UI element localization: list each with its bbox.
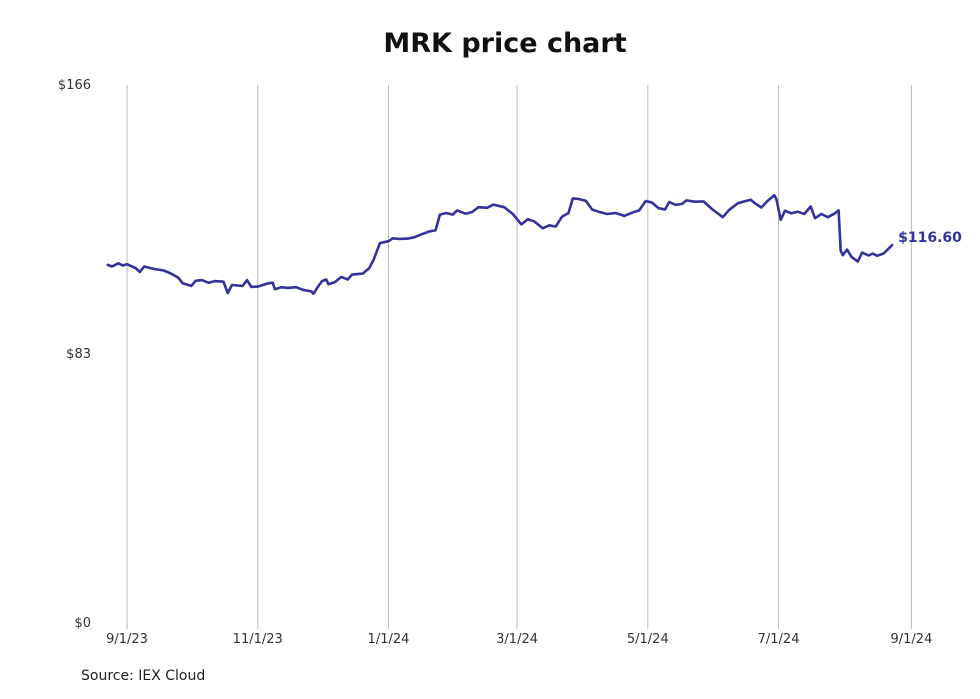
x-tick-label-4: 5/1/24	[627, 632, 669, 647]
price-series: $116.60	[106, 193, 962, 295]
price-line	[106, 193, 894, 295]
y-tick-label-1: $83	[66, 347, 91, 362]
y-tick-label-2: $166	[58, 78, 91, 93]
chart-title: MRK price chart	[383, 28, 627, 59]
last-price-label: $116.60	[898, 230, 962, 246]
x-tick-label-6: 9/1/24	[891, 632, 933, 647]
x-axis: 9/1/23 11/1/23 1/1/24 3/1/24 5/1/24 7/1/24 9/1…	[106, 623, 932, 647]
y-axis: $0 $83 $166	[58, 78, 91, 631]
x-tick-label-0: 9/1/23	[106, 632, 148, 647]
x-tick-label-2: 1/1/24	[368, 632, 410, 647]
x-tick-label-3: 3/1/24	[496, 632, 538, 647]
vertical-gridlines	[126, 85, 912, 623]
x-tick-label-1: 11/1/23	[233, 632, 283, 647]
source-note: Source: IEX Cloud	[81, 668, 206, 684]
y-tick-label-0: $0	[74, 616, 91, 631]
x-tick-label-5: 7/1/24	[758, 632, 800, 647]
